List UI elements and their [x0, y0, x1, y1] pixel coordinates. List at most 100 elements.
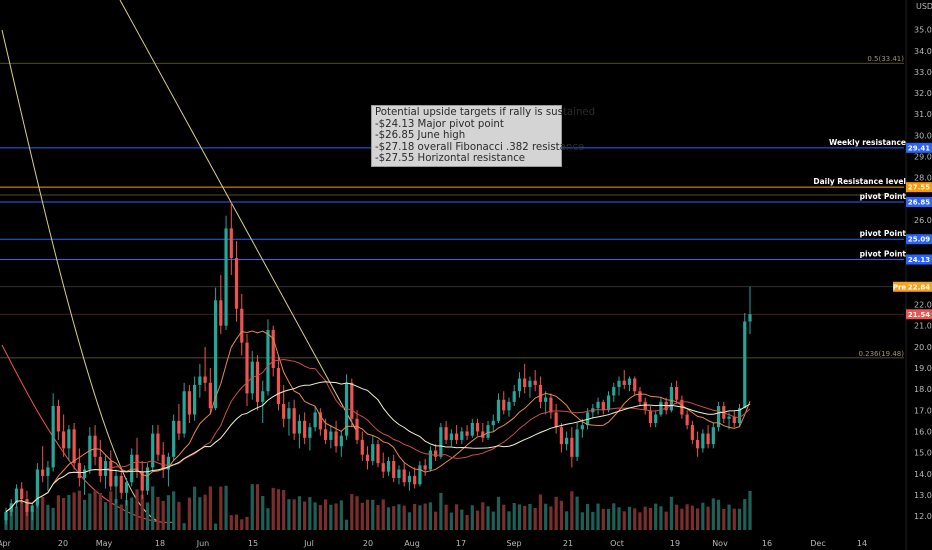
candle-body: [523, 378, 527, 388]
time-axis[interactable]: Apr 20 May 18 Jun 15 Jul 20 Aug 17 Sep 21 Oct 19 Nov 16…: [0, 539, 867, 548]
volume-bar: [638, 512, 642, 530]
x-tick-label: 19: [670, 539, 680, 548]
candle-body: [344, 382, 349, 436]
candle-body: [172, 420, 176, 457]
volume-bar: [528, 504, 532, 530]
volume-bar: [496, 496, 501, 530]
volume-bar: [234, 514, 239, 530]
candle-body: [109, 461, 113, 487]
candle-body: [114, 475, 118, 487]
volume-bar: [72, 492, 76, 530]
volume-bar: [460, 509, 464, 530]
volume-bar: [617, 507, 621, 530]
candle-body: [428, 450, 432, 470]
volume-bar: [203, 494, 207, 530]
volume-bar: [303, 501, 307, 530]
y-tick-label: 32.00: [914, 89, 932, 98]
candle-body: [282, 403, 286, 419]
candle-body: [203, 376, 207, 383]
candle-body: [648, 410, 653, 423]
candle-body: [25, 499, 29, 512]
volume-bar: [565, 511, 569, 530]
candle-body: [156, 433, 160, 455]
volume-bars: [4, 484, 752, 530]
candle-body: [554, 412, 558, 428]
volume-bar: [601, 508, 605, 530]
candle-body: [187, 391, 191, 415]
volume-bar: [407, 512, 412, 530]
volume-bar: [727, 504, 731, 530]
candle-body: [716, 406, 721, 428]
currency-label: USD: [916, 2, 932, 11]
volume-bar: [25, 502, 29, 530]
volume-bar: [20, 501, 24, 530]
price-axis[interactable]: 35.00 34.00 33.00 32.00 31.00 30.00 29.00 28.00…: [905, 0, 932, 550]
volume-bar: [533, 508, 537, 530]
x-tick-label: Jul: [303, 539, 314, 548]
candle-body: [245, 342, 249, 394]
volume-bar: [14, 506, 19, 530]
level-value-tag: [906, 254, 932, 265]
volume-bar: [392, 506, 396, 530]
volume-bar: [46, 504, 50, 530]
annotation-line: -$27.18 overall Fibonacci .382 resistanc…: [375, 141, 585, 153]
volume-bar: [62, 498, 66, 530]
x-tick-label: 17: [456, 539, 466, 548]
candle-body: [334, 431, 338, 447]
volume-bar: [669, 496, 674, 530]
volume-bar: [633, 508, 637, 530]
price-tag: [906, 309, 932, 320]
volume-bar: [512, 503, 516, 530]
candle-body: [612, 387, 616, 396]
candle-body: [706, 433, 710, 445]
volume-bar: [67, 494, 71, 530]
volume-bar: [119, 504, 123, 530]
candle-body: [743, 321, 747, 409]
price-tag-value: 21.54: [908, 311, 930, 319]
volume-bar: [282, 490, 286, 530]
candle-body: [659, 401, 663, 415]
candle-body: [30, 505, 34, 512]
volume-bar: [156, 496, 160, 530]
level-value-text: 24.13: [908, 256, 930, 264]
x-tick-label: 20: [58, 539, 68, 548]
volume-bar: [575, 496, 579, 530]
volume-bar: [287, 499, 291, 530]
candle-body: [491, 420, 495, 426]
candle-body: [151, 433, 155, 468]
candle-body: [324, 429, 328, 440]
y-tick-label: 13.00: [914, 491, 932, 500]
volume-bar: [145, 502, 150, 530]
x-tick-label: Aug: [404, 539, 420, 548]
volume-bar: [486, 506, 490, 530]
candle-body: [240, 308, 244, 343]
candle-body: [208, 382, 212, 409]
volume-bar: [344, 519, 349, 530]
x-tick-label: Oct: [610, 539, 624, 548]
candle-body: [748, 314, 752, 322]
volume-bar: [470, 505, 474, 530]
candle-body: [135, 454, 139, 472]
volume-bar: [77, 490, 81, 530]
volume-bar: [465, 514, 469, 530]
price-tag-value: 22.84: [908, 283, 930, 291]
candle-body: [350, 382, 354, 419]
candle-body: [711, 427, 715, 445]
volume-bar: [481, 502, 485, 530]
volume-bar: [402, 505, 406, 530]
y-tick-label: 18.00: [914, 385, 932, 394]
candle-body: [407, 475, 412, 483]
volume-bar: [376, 505, 380, 530]
candle-body: [423, 465, 427, 470]
candle-body: [145, 467, 150, 491]
x-tick-label: Sep: [506, 539, 521, 548]
candle-body: [570, 437, 574, 457]
annotation-box[interactable]: Potential upside targets if rally is sus…: [371, 105, 595, 167]
volume-bar: [680, 508, 684, 530]
volume-bar: [56, 495, 60, 530]
volume-bar: [82, 499, 87, 530]
candle-body: [72, 429, 76, 464]
candle-body: [41, 469, 45, 476]
